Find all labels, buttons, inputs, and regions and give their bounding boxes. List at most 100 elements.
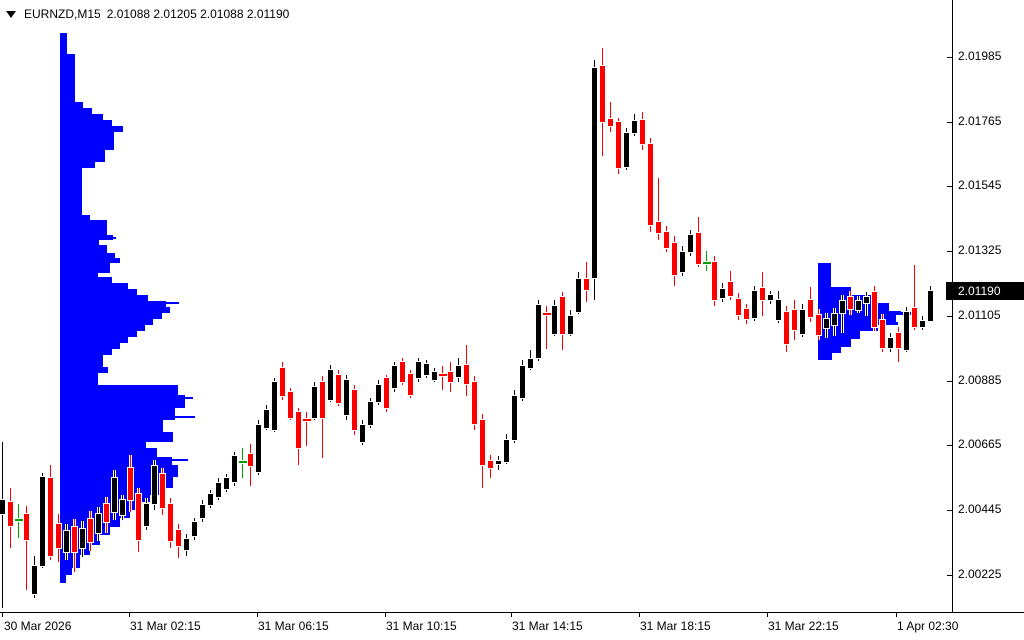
candle-bullish	[528, 359, 533, 368]
volume-profile-bar-left	[60, 373, 98, 385]
price-axis-label: 2.00445	[958, 502, 1002, 516]
candle-bullish	[208, 494, 213, 505]
candle-bullish	[840, 301, 845, 313]
volume-profile-bar-right	[818, 353, 832, 360]
volume-profile-bar-left	[60, 102, 83, 108]
candle-bearish	[640, 120, 645, 144]
candle-bullish	[776, 300, 781, 320]
candle-bearish	[672, 243, 677, 275]
candle-bearish	[744, 309, 749, 319]
price-axis-label: 2.01545	[958, 178, 1002, 192]
volume-profile-bar-right	[818, 312, 912, 315]
candle-bearish	[320, 382, 325, 418]
price-axis-tick	[947, 445, 952, 446]
price-axis-label: 2.00665	[958, 437, 1002, 451]
price-axis-tick	[947, 510, 952, 511]
volume-profile-bar-left	[60, 240, 99, 245]
volume-profile-bar-left	[60, 457, 172, 465]
candle-doji	[439, 374, 447, 376]
volume-profile-bar-left	[60, 349, 112, 355]
candle-doji	[15, 519, 23, 521]
volume-profile-bar-right	[818, 303, 889, 311]
volume-profile-bar-left	[60, 319, 153, 325]
candle-bullish	[888, 338, 893, 348]
candle-bullish	[328, 370, 333, 400]
time-axis-tick	[2, 612, 3, 617]
candle-bearish	[792, 310, 797, 330]
candle-bearish	[656, 222, 661, 233]
time-axis-label: 31 Mar 10:15	[386, 619, 457, 633]
volume-profile-bar-left	[60, 385, 178, 395]
chart-title-bar: EURNZD,M15 2.01088 2.01205 2.01088 2.011…	[6, 6, 289, 22]
candle-bullish	[40, 477, 45, 566]
candle-bearish	[648, 144, 653, 225]
candle-doji	[239, 461, 247, 463]
time-axis-tick	[639, 612, 640, 617]
volume-profile-bar-left	[60, 397, 193, 399]
volume-profile-bar-left	[60, 162, 95, 168]
candle-bearish	[288, 392, 293, 418]
candle-wick	[242, 448, 243, 478]
price-axis-tick	[947, 251, 952, 252]
candle-doji	[543, 313, 551, 315]
candle-bullish	[568, 316, 573, 334]
candle-bullish	[832, 314, 837, 325]
volume-profile-bar-left	[60, 510, 130, 518]
price-axis-border	[952, 0, 953, 612]
candle-bearish	[712, 262, 717, 300]
candle-bearish	[168, 504, 173, 541]
time-axis-tick	[511, 612, 512, 617]
candle-bullish	[64, 531, 69, 552]
candle-wick	[546, 306, 547, 349]
volume-profile-bar-left	[60, 120, 112, 126]
candle-wick	[658, 178, 659, 240]
price-axis[interactable]	[946, 0, 1024, 612]
candle-bearish	[880, 320, 885, 348]
candle-bullish	[904, 312, 909, 350]
volume-profile-bar-left	[60, 488, 160, 495]
candle-doji	[703, 262, 711, 264]
volume-profile-bar-left	[60, 132, 114, 150]
candle-bullish	[112, 478, 117, 512]
candle-bearish	[616, 122, 621, 168]
time-axis-tick	[129, 612, 130, 617]
volume-profile-bar-right	[818, 315, 896, 323]
candle-bullish	[216, 483, 221, 497]
candle-bullish	[592, 68, 597, 278]
chart-canvas[interactable]	[0, 0, 952, 612]
candle-bearish	[912, 308, 917, 327]
symbol-period-label: EURNZD,M15	[24, 7, 107, 21]
candle-wick	[18, 504, 19, 538]
candle-bearish	[352, 390, 357, 430]
price-axis-tick	[947, 57, 952, 58]
candle-bearish	[384, 378, 389, 408]
candle-bearish	[896, 333, 901, 348]
volume-profile-bar-left	[60, 283, 128, 289]
volume-profile-bar-left	[60, 575, 66, 583]
volume-profile-bar-right	[818, 295, 877, 303]
volume-profile-bar-left	[60, 54, 75, 102]
candle-bullish	[856, 301, 861, 310]
candle-bullish	[824, 319, 829, 328]
candle-bullish	[504, 440, 509, 462]
volume-profile-bar-left	[60, 168, 82, 215]
ohlc-readout: 2.01088 2.01205 2.01088 2.01190	[106, 7, 290, 21]
volume-profile-bar-left	[60, 367, 108, 373]
candle-bullish	[232, 456, 237, 482]
candle-bullish	[688, 235, 693, 252]
candle-bullish	[32, 566, 37, 594]
candle-bullish	[680, 252, 685, 272]
candle-bullish	[768, 295, 773, 300]
volume-profile-bar-left	[60, 277, 112, 283]
price-axis-label: 2.00225	[958, 567, 1002, 581]
price-axis-label: 2.01325	[958, 243, 1002, 257]
candle-bullish	[632, 121, 637, 133]
candle-bearish	[728, 282, 733, 296]
candle-bullish	[272, 382, 277, 430]
volume-profile-bar-left	[60, 325, 145, 331]
candle-wick	[26, 506, 27, 590]
candle-bearish	[448, 372, 453, 382]
volume-profile-bar-right	[818, 263, 831, 287]
volume-profile-bar-left	[60, 150, 105, 162]
